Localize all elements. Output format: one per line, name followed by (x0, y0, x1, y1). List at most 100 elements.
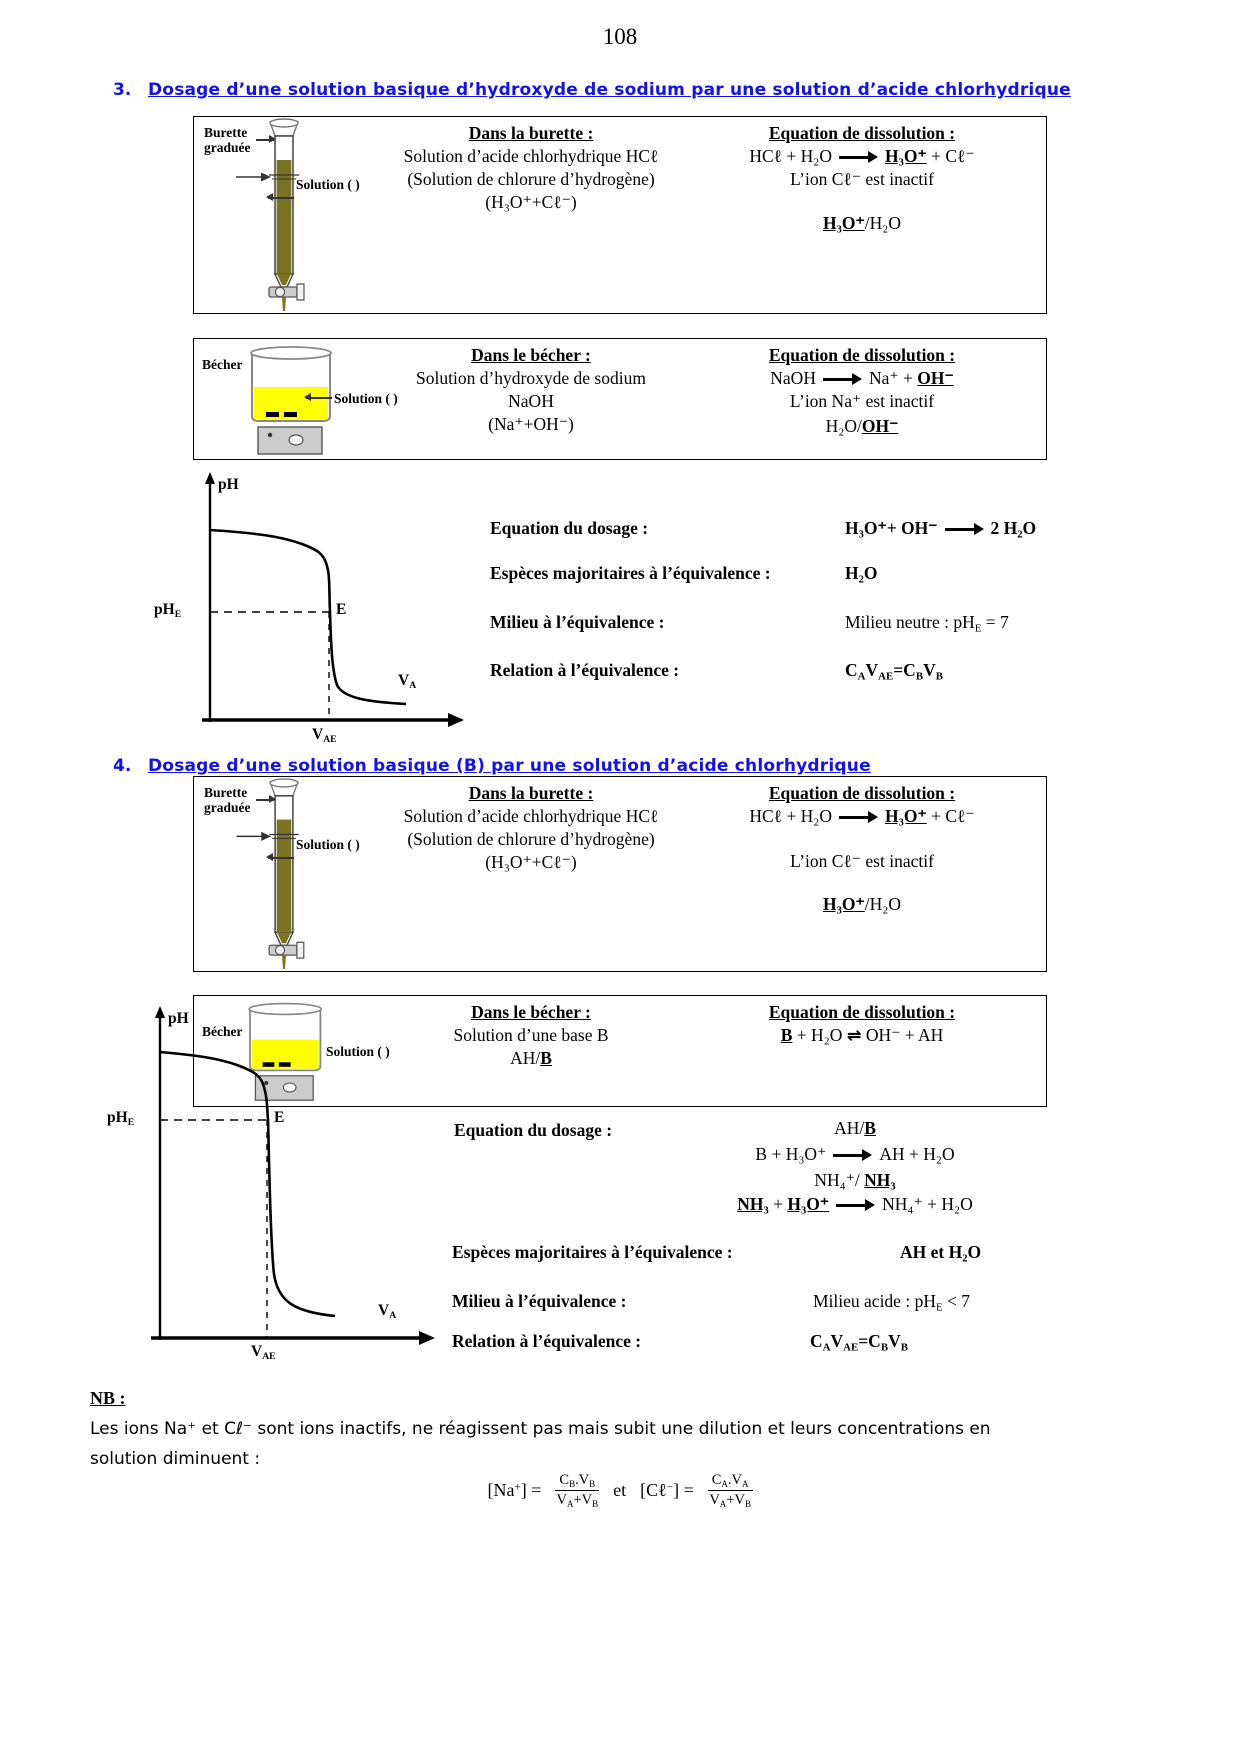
text-line: (Solution de chlorure d’hydrogène) (407, 169, 655, 189)
equivalence-volume-label: VAE (251, 1343, 276, 1363)
dissolution-equation-column: Equation de dissolution : B + H₂O ⇌ OH⁻ … (684, 1001, 1040, 1048)
equivalence-volume-label: VAE (312, 726, 337, 746)
column-title: Equation de dissolution : (768, 345, 956, 365)
burette-description-column: Dans la burette : Solution d’acide chlor… (386, 122, 676, 214)
equivalence-point-label: E (274, 1109, 285, 1126)
medium-value: Milieu neutre : pHE = 7 (845, 612, 1009, 635)
label-arrow (266, 854, 294, 861)
nb-title: NB : (90, 1388, 126, 1408)
conjunction: et (613, 1480, 627, 1501)
equation-line: HCℓ + H₂O H₃O⁺ + Cℓ⁻ (749, 806, 975, 826)
dosage-equation-value: H₃O⁺+ OH⁻ 2 H₂O (845, 518, 1037, 538)
s3-titration-curve: pH pHE E VA VAE (140, 470, 485, 755)
s3-becher-box: Bécher Solution ( ) Dans le bécher : Sol… (193, 338, 1047, 460)
becher-description-column: Dans le bécher : Solution d’une base B A… (386, 1001, 676, 1070)
becher-device-label: Bécher (202, 1024, 243, 1039)
solution-label: Solution ( ) (296, 837, 360, 852)
s4-titration-curve: pH pHE E VA VAE (95, 1002, 455, 1364)
column-title: Dans la burette : (468, 123, 594, 143)
text-line: (H₃O⁺+Cℓ⁻) (485, 192, 577, 212)
solution-label: Solution ( ) (296, 177, 360, 192)
becher-device-label: Bécher (202, 357, 243, 372)
column-title: Dans la burette : (468, 783, 594, 803)
y-axis-label: pH (218, 476, 239, 493)
na-concentration-lhs: [Na+] = (487, 1480, 542, 1501)
column-title: Equation de dissolution : (768, 1002, 956, 1022)
x-axis-label: VA (398, 672, 417, 692)
section3-title: Dosage d’une solution basique d’hydroxyd… (148, 80, 1071, 100)
relation-value: CAVAE=CBVB (845, 660, 943, 683)
section4-title: Dosage d’une solution basique (B) par un… (148, 756, 871, 776)
text-line: (Na⁺+OH⁻) (488, 414, 574, 434)
major-species-value: AH et H₂O (900, 1242, 982, 1262)
s4-burette-box: Burette graduée Solution ( ) Dans la bur… (193, 776, 1047, 972)
solution-label: Solution ( ) (334, 391, 398, 406)
titration-curve-plot (202, 472, 464, 727)
major-species-value: H₂O (845, 563, 878, 583)
titration-curve-plot (151, 1006, 435, 1345)
dissolution-equation-column: Equation de dissolution : HCℓ + H₂O H₃O⁺ … (684, 122, 1040, 235)
cl-concentration-lhs: [Cℓ−] = (640, 1480, 694, 1501)
nb-paragraph: Les ions Na⁺ et Cℓ⁻ sont ions inactifs, … (90, 1414, 1170, 1474)
medium-value: Milieu acide : pHE < 7 (813, 1291, 970, 1314)
equation-line: NaOH Na⁺ + OH⁻ (770, 368, 954, 388)
solution-label: Solution ( ) (326, 1044, 390, 1059)
acid-base-couple: AH/B (510, 1048, 552, 1068)
dissolution-equation-column: Equation de dissolution : HCℓ + H₂O H₃O⁺ … (684, 782, 1040, 916)
burette-device-label: Burette graduée (204, 125, 251, 155)
relation-label: Relation à l’équivalence : (490, 660, 680, 680)
text-line: NaOH (508, 391, 554, 411)
major-species-label: Espèces majoritaires à l’équivalence : (452, 1242, 733, 1262)
column-title: Dans le bécher : (471, 1002, 591, 1022)
equivalence-point-label: E (336, 601, 347, 618)
label-arrow (266, 194, 294, 201)
dissolution-equation-column: Equation de dissolution : NaOH Na⁺ + OH⁻ … (684, 344, 1040, 438)
column-title: Equation de dissolution : (768, 783, 956, 803)
burette-description-column: Dans la burette : Solution d’acide chlor… (386, 782, 676, 874)
label-arrow (256, 136, 276, 143)
burette-illustration (236, 118, 305, 311)
text-line: Solution d’hydroxyde de sodium (416, 368, 646, 388)
note-line: L’ion Cℓ⁻ est inactif (790, 851, 934, 871)
y-axis-label: pH (168, 1010, 189, 1027)
becher-illustration (250, 346, 332, 455)
burette-device-label: Burette graduée (204, 785, 251, 815)
medium-label: Milieu à l’équivalence : (490, 612, 665, 632)
dosage-equation-line: B + H₃O⁺ AH + H₂O (755, 1144, 955, 1164)
burette-illustration (236, 778, 305, 969)
column-title: Dans le bécher : (471, 345, 591, 365)
note-line: L’ion Na⁺ est inactif (789, 391, 935, 411)
dosage-equation-label: Equation du dosage : (454, 1120, 613, 1140)
fraction-denominator: VA+VB (556, 1492, 599, 1510)
text-line: (H₃O⁺+Cℓ⁻) (485, 852, 577, 872)
acid-base-couple: H₃O⁺/H₂O (823, 213, 901, 233)
fraction-numerator: CA.VA (707, 1472, 753, 1492)
acid-base-couple: H₂O/OH⁻ (825, 416, 899, 436)
dosage-equation-line: NH₄⁺/ NH₃ (814, 1170, 896, 1190)
nb-line: Les ions Na⁺ et Cℓ⁻ sont ions inactifs, … (90, 1419, 991, 1439)
cl-concentration-fraction: CA.VA VA+VB (707, 1472, 753, 1509)
becher-description-column: Dans le bécher : Solution d’hydroxyde de… (386, 344, 676, 436)
becher-illustration (248, 1002, 323, 1101)
text-line: (Solution de chlorure d’hydrogène) (407, 829, 655, 849)
label-arrow (304, 394, 332, 401)
relation-label: Relation à l’équivalence : (452, 1331, 642, 1351)
nb-line: solution diminuent : (90, 1449, 261, 1469)
relation-value: CAVAE=CBVB (810, 1331, 908, 1354)
burette-liquid (276, 160, 292, 273)
x-axis-label: VA (378, 1302, 397, 1322)
dilution-formulas: [Na+] = CB.VB VA+VB et [Cℓ−] = CA.VA VA+… (0, 1472, 1240, 1509)
text-line: Solution d’acide chlorhydrique HCℓ (403, 146, 659, 166)
phe-label: pHE (154, 601, 182, 621)
acid-base-couple: H₃O⁺/H₂O (823, 894, 901, 914)
major-species-label: Espèces majoritaires à l’équivalence : (490, 563, 771, 583)
text-line: Solution d’une base B (453, 1025, 609, 1045)
dosage-equation-line: AH/B (834, 1118, 876, 1138)
phe-label: pHE (107, 1109, 135, 1129)
burette-liquid (276, 819, 292, 932)
page-number: 108 (602, 24, 638, 49)
s4-becher-box: Bécher Solution ( ) Dans le bécher : Sol… (193, 995, 1047, 1107)
dosage-equation-label: Equation du dosage : (490, 518, 649, 538)
fraction-numerator: CB.VB (555, 1472, 600, 1492)
